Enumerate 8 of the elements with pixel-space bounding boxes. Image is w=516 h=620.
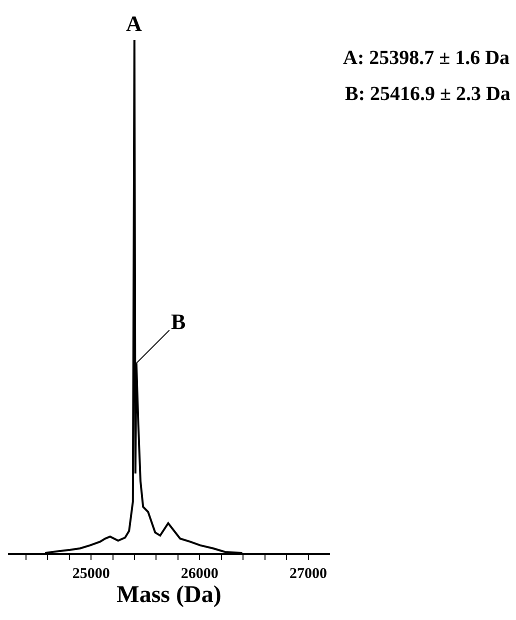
text: A: 25398.7 ± 1.6 Da xyxy=(343,47,510,69)
text: B: 25416.9 ± 2.3 Da xyxy=(345,83,510,105)
x-tick-label: 26000 xyxy=(180,566,218,582)
x-tick-label: 25000 xyxy=(72,566,110,582)
annotation: A xyxy=(126,11,142,36)
annotation: B xyxy=(171,309,186,334)
x-tick-label: 27000 xyxy=(290,566,328,582)
x-axis-title: Mass (Da) xyxy=(116,582,222,608)
